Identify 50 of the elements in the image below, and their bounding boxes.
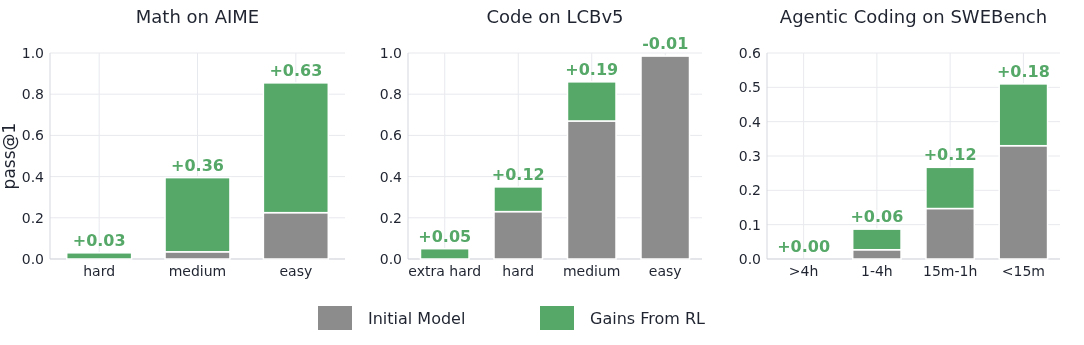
data-label: +0.36 [171, 155, 224, 175]
x-tick-label: 1-4h [861, 263, 893, 279]
y-tick-label: 0.6 [738, 44, 762, 61]
x-tick-label: >4h [788, 263, 819, 279]
data-label: +0.18 [996, 61, 1050, 81]
data-label: +0.06 [850, 207, 904, 227]
x-tick-label: medium [562, 263, 621, 279]
y-tick-label: 0.4 [738, 113, 762, 130]
y-tick-label: 0.4 [21, 168, 45, 185]
bar [640, 55, 691, 260]
y-tick-label: 0.0 [379, 250, 402, 267]
y-tick-label: 0.0 [738, 250, 761, 267]
y-tick-label: 0.8 [379, 86, 402, 103]
data-label: +0.12 [923, 145, 977, 165]
y-tick-label: 0.8 [21, 86, 44, 103]
x-tick-label: hard [502, 263, 535, 279]
data-label: +0.12 [491, 164, 545, 184]
data-label: +0.63 [269, 60, 323, 80]
y-tick-label: 0.0 [21, 250, 44, 267]
y-tick-label: 0.6 [21, 127, 45, 144]
bar [65, 252, 133, 260]
data-label: +0.00 [777, 237, 831, 256]
y-tick-label: 0.1 [738, 216, 761, 233]
y-tick-label: 0.2 [738, 182, 761, 199]
legend-label: Initial Model [368, 308, 466, 328]
y-tick-label: 0.2 [21, 209, 44, 226]
x-tick-label: <15m [1001, 263, 1045, 279]
annotation: -0.01 [642, 34, 689, 54]
x-tick-label: 15m-1h [922, 263, 978, 279]
y-tick-label: 0.3 [738, 147, 761, 164]
chart-title: Code on LCBv5 [486, 6, 624, 27]
x-tick-label: extra hard [408, 263, 482, 279]
chart-title: Math on AIME [135, 6, 260, 27]
chart-title: Agentic Coding on SWEBench [779, 6, 1048, 27]
y-tick-label: 0.4 [379, 168, 403, 185]
x-tick-label: easy [648, 263, 682, 279]
data-label: +0.05 [418, 226, 472, 246]
bar [419, 247, 470, 260]
data-label: +0.03 [72, 230, 126, 250]
legend-label: Gains From RL [590, 308, 706, 328]
x-tick-label: hard [83, 263, 116, 279]
y-tick-label: 0.2 [379, 209, 402, 226]
x-tick-label: easy [279, 263, 313, 279]
x-tick-label: medium [168, 263, 227, 279]
data-label: +0.19 [565, 59, 619, 79]
y-tick-label: 0.5 [738, 79, 761, 96]
y-axis-title: pass@1 [0, 122, 19, 190]
y-tick-label: 1.0 [21, 44, 44, 61]
y-tick-label: 1.0 [379, 44, 402, 61]
y-tick-label: 0.6 [379, 127, 403, 144]
